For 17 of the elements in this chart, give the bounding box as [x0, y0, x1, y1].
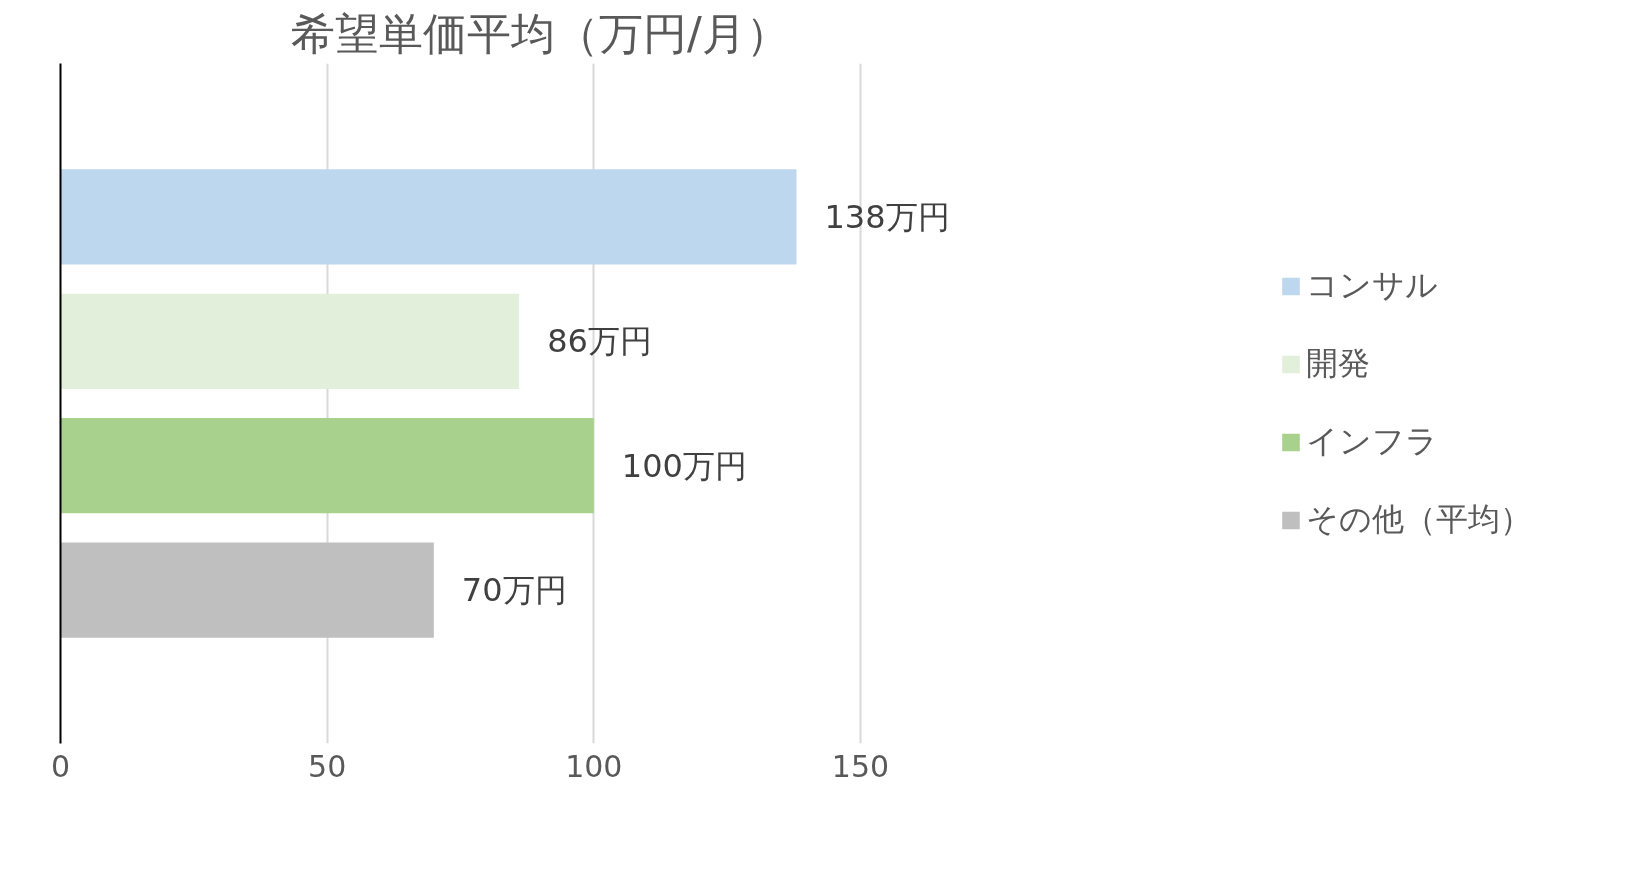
data-label: 100万円	[621, 446, 747, 485]
chart-title: 希望単価平均（万円/月）	[291, 7, 790, 59]
data-label: 70万円	[461, 571, 567, 610]
x-tick-label: 50	[308, 748, 347, 784]
bar	[60, 418, 594, 514]
x-tick-label: 100	[565, 748, 623, 784]
bar	[60, 293, 520, 389]
x-tick-label: 150	[831, 748, 890, 784]
data-label: 138万円	[824, 197, 950, 236]
legend-label: インフラ	[1306, 421, 1438, 462]
legend-label: コンサル	[1306, 265, 1438, 306]
bar	[60, 169, 797, 265]
x-tick-label: 0	[50, 748, 71, 784]
legend-label: その他（平均）	[1306, 499, 1532, 540]
legend-label: 開発	[1306, 343, 1370, 384]
data-label: 86万円	[547, 322, 652, 361]
bar	[60, 542, 434, 638]
